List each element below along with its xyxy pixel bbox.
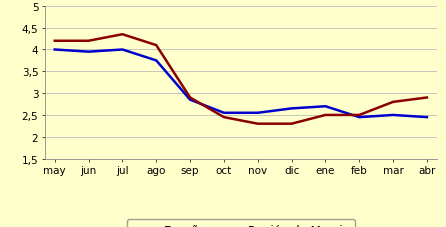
Legend: España, Región de Murcia: España, Región de Murcia	[127, 219, 355, 227]
